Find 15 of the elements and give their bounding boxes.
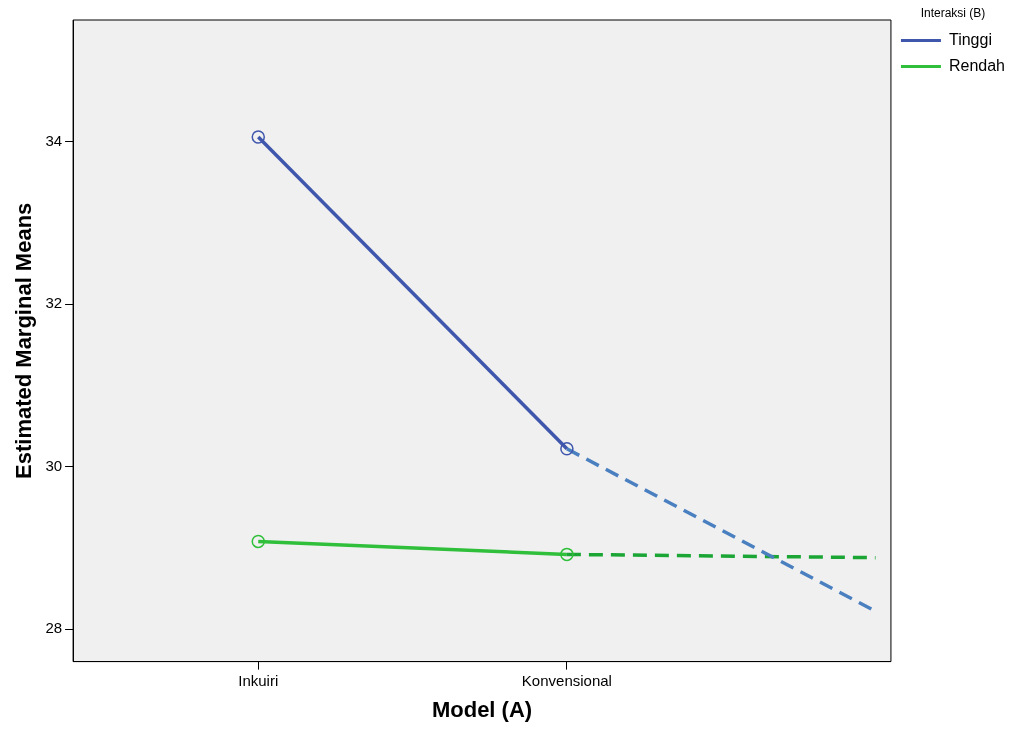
y-tick-label: 34 (45, 131, 63, 149)
point (560, 547, 574, 562)
y-axis-title: Estimated Marginal Means (11, 202, 37, 479)
legend-title: Interaksi (B) (920, 6, 986, 21)
point (560, 442, 574, 456)
legend-label: Tinggi (948, 30, 992, 48)
x-tick-label: Inkuiri (238, 671, 279, 689)
x-tick-label: Konvensional (521, 671, 612, 689)
legend-label: Rendah (948, 56, 1005, 74)
x-axis-title: Model (A) (431, 696, 533, 722)
point (251, 534, 266, 549)
y-tick-label: 30 (45, 456, 63, 474)
y-tick-label: 32 (45, 294, 63, 312)
point (251, 130, 266, 144)
y-tick-label: 28 (45, 619, 63, 637)
